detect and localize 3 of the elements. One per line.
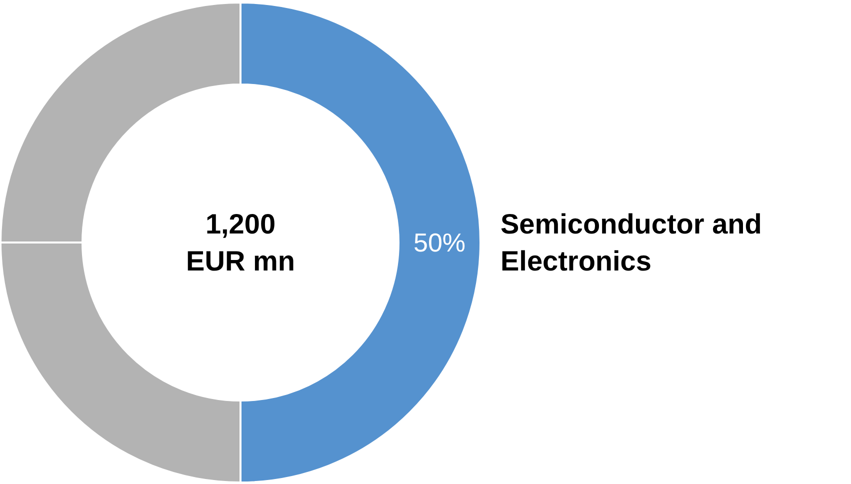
data-label: 50%	[413, 228, 466, 258]
text: 1,200 EUR mn	[186, 208, 295, 277]
slice-label: Semiconductor and Electronics	[500, 208, 762, 277]
